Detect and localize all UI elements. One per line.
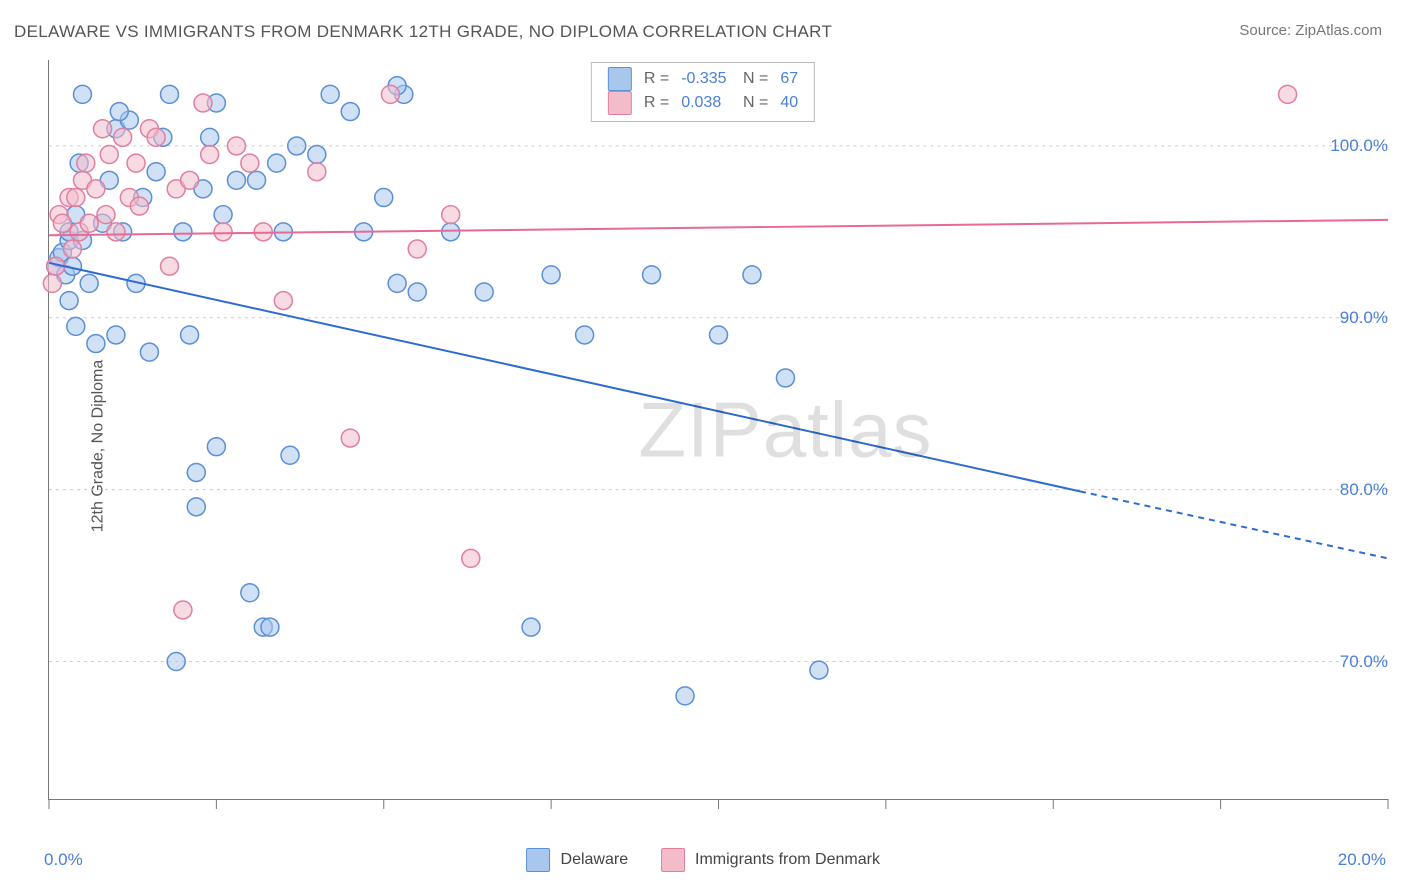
legend-item-1: Delaware bbox=[526, 851, 633, 868]
swatch-icon bbox=[661, 848, 685, 872]
chart-title: DELAWARE VS IMMIGRANTS FROM DENMARK 12TH… bbox=[14, 22, 832, 42]
source-attribution: Source: ZipAtlas.com bbox=[1239, 22, 1382, 39]
source-name: ZipAtlas.com bbox=[1295, 22, 1382, 39]
swatch-icon bbox=[608, 91, 632, 115]
y-tick-label: 70.0% bbox=[1340, 652, 1388, 672]
y-tick-label: 80.0% bbox=[1340, 480, 1388, 500]
legend-row-series-1: R = -0.335 N = 67 bbox=[602, 67, 804, 91]
legend-row-series-2: R = 0.038 N = 40 bbox=[602, 91, 804, 115]
r-label: R = bbox=[638, 67, 675, 91]
n-value-2: 40 bbox=[774, 91, 804, 115]
swatch-icon bbox=[526, 848, 550, 872]
y-tick-label: 100.0% bbox=[1330, 136, 1388, 156]
series-legend: Delaware Immigrants from Denmark bbox=[512, 848, 894, 872]
n-label: N = bbox=[733, 91, 775, 115]
correlation-legend: R = -0.335 N = 67 R = 0.038 N = 40 bbox=[591, 62, 815, 122]
n-label: N = bbox=[733, 67, 775, 91]
r-value-2: 0.038 bbox=[675, 91, 732, 115]
r-label: R = bbox=[638, 91, 675, 115]
x-axis-max-label: 20.0% bbox=[1338, 850, 1386, 870]
swatch-icon bbox=[608, 67, 632, 91]
chart-container: DELAWARE VS IMMIGRANTS FROM DENMARK 12TH… bbox=[0, 0, 1406, 892]
r-value-1: -0.335 bbox=[675, 67, 732, 91]
x-axis-min-label: 0.0% bbox=[44, 850, 83, 870]
n-value-1: 67 bbox=[774, 67, 804, 91]
plot-svg bbox=[49, 60, 1388, 799]
source-label: Source: bbox=[1239, 22, 1291, 39]
legend-item-2: Immigrants from Denmark bbox=[661, 851, 880, 868]
legend-label-1: Delaware bbox=[561, 851, 629, 868]
legend-label-2: Immigrants from Denmark bbox=[695, 851, 880, 868]
plot-area: ZIPatlas bbox=[48, 60, 1388, 800]
y-tick-label: 90.0% bbox=[1340, 308, 1388, 328]
